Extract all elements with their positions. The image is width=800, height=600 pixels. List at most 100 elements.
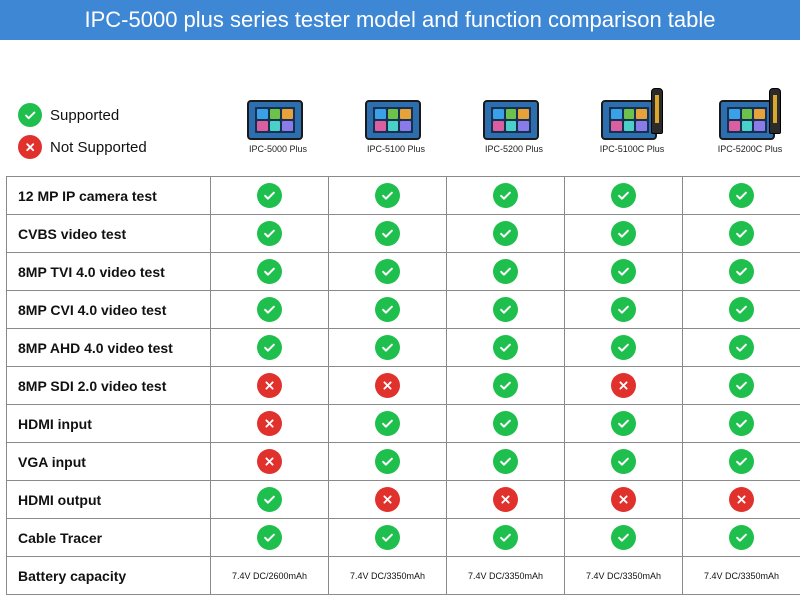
check-icon (729, 259, 754, 284)
support-cell (564, 252, 683, 291)
device-3: IPC-5200 Plus (455, 88, 573, 162)
support-cell (446, 404, 565, 443)
cross-icon (611, 373, 636, 398)
battery-row: Battery capacity 7.4V DC/2600mAh 7.4V DC/3… (6, 556, 800, 595)
feature-name: CVBS video test (6, 214, 211, 253)
support-cell (210, 518, 329, 557)
check-icon (257, 335, 282, 360)
table-row: 12 MP IP camera test (6, 176, 800, 215)
legend-item-supported: Supported (18, 100, 147, 130)
cross-icon (375, 373, 400, 398)
device-2: IPC-5100 Plus (337, 88, 455, 162)
model-name: IPC-5100C Plus (599, 144, 665, 154)
table-row: HDMI input (6, 404, 800, 443)
check-icon (493, 525, 518, 550)
check-icon (375, 259, 400, 284)
support-cell (328, 214, 447, 253)
support-cell (210, 252, 329, 291)
feature-name: VGA input (6, 442, 211, 481)
support-cell (682, 366, 800, 405)
cable-tracer-probe-image (651, 88, 663, 134)
check-icon (493, 411, 518, 436)
tester-device-image (719, 88, 781, 140)
model-name: IPC-5200 Plus (484, 144, 544, 154)
support-cell (564, 328, 683, 367)
cross-icon (375, 487, 400, 512)
check-icon (611, 221, 636, 246)
support-cell (446, 252, 565, 291)
support-cell (682, 290, 800, 329)
feature-name: HDMI input (6, 404, 211, 443)
feature-name: 12 MP IP camera test (6, 176, 211, 215)
support-cell (328, 366, 447, 405)
support-cell (564, 442, 683, 481)
cross-icon (493, 487, 518, 512)
support-cell (446, 366, 565, 405)
table-row: 8MP AHD 4.0 video test (6, 328, 800, 367)
check-icon (493, 335, 518, 360)
table-row: 8MP SDI 2.0 video test (6, 366, 800, 405)
table-row: Cable Tracer (6, 518, 800, 557)
check-icon (493, 373, 518, 398)
support-cell (210, 176, 329, 215)
legend: Supported Not Supported (18, 100, 147, 164)
tester-device-image (247, 94, 309, 140)
cross-icon (257, 411, 282, 436)
cross-icon (257, 449, 282, 474)
support-cell (446, 480, 565, 519)
support-cell (328, 328, 447, 367)
feature-name: 8MP TVI 4.0 video test (6, 252, 211, 291)
support-cell (210, 328, 329, 367)
support-cell (682, 252, 800, 291)
check-icon (611, 449, 636, 474)
support-cell (446, 518, 565, 557)
check-icon (257, 525, 282, 550)
feature-name: Cable Tracer (6, 518, 211, 557)
feature-name: 8MP SDI 2.0 video test (6, 366, 211, 405)
check-icon (257, 297, 282, 322)
table-row: 8MP CVI 4.0 video test (6, 290, 800, 329)
check-icon (375, 411, 400, 436)
check-icon (729, 335, 754, 360)
check-icon (729, 297, 754, 322)
support-cell (564, 290, 683, 329)
battery-capacity-cell: 7.4V DC/3350mAh (446, 556, 565, 595)
check-icon (493, 183, 518, 208)
support-cell (682, 518, 800, 557)
support-cell (564, 480, 683, 519)
support-cell (682, 480, 800, 519)
check-icon (611, 183, 636, 208)
table-row: VGA input (6, 442, 800, 481)
device-images-row: IPC-5000 Plus IPC-5100 Plus IPC-5200 Plus I… (0, 88, 800, 162)
check-icon (493, 449, 518, 474)
battery-capacity-cell: 7.4V DC/3350mAh (328, 556, 447, 595)
cross-icon (18, 135, 42, 159)
support-cell (682, 214, 800, 253)
check-icon (257, 259, 282, 284)
model-name: IPC-5100 Plus (366, 144, 426, 154)
check-icon (729, 373, 754, 398)
model-name: IPC-5000 Plus (248, 144, 308, 154)
check-icon (611, 297, 636, 322)
tester-device-image (365, 94, 427, 140)
check-icon (611, 259, 636, 284)
support-cell (210, 214, 329, 253)
support-cell (446, 176, 565, 215)
comparison-table: 12 MP IP camera test CVBS video test 8MP T… (6, 176, 800, 595)
table-row: CVBS video test (6, 214, 800, 253)
tester-device-image (601, 88, 663, 140)
support-cell (210, 480, 329, 519)
feature-name: 8MP CVI 4.0 video test (6, 290, 211, 329)
check-icon (611, 525, 636, 550)
device-4: IPC-5100C Plus (573, 88, 691, 162)
check-icon (375, 297, 400, 322)
check-icon (493, 297, 518, 322)
check-icon (493, 259, 518, 284)
check-icon (729, 221, 754, 246)
check-icon (375, 183, 400, 208)
support-cell (682, 404, 800, 443)
page-title: IPC-5000 plus series tester model and fu… (84, 7, 716, 32)
check-icon (729, 449, 754, 474)
check-icon (729, 525, 754, 550)
tester-device-image (483, 94, 545, 140)
